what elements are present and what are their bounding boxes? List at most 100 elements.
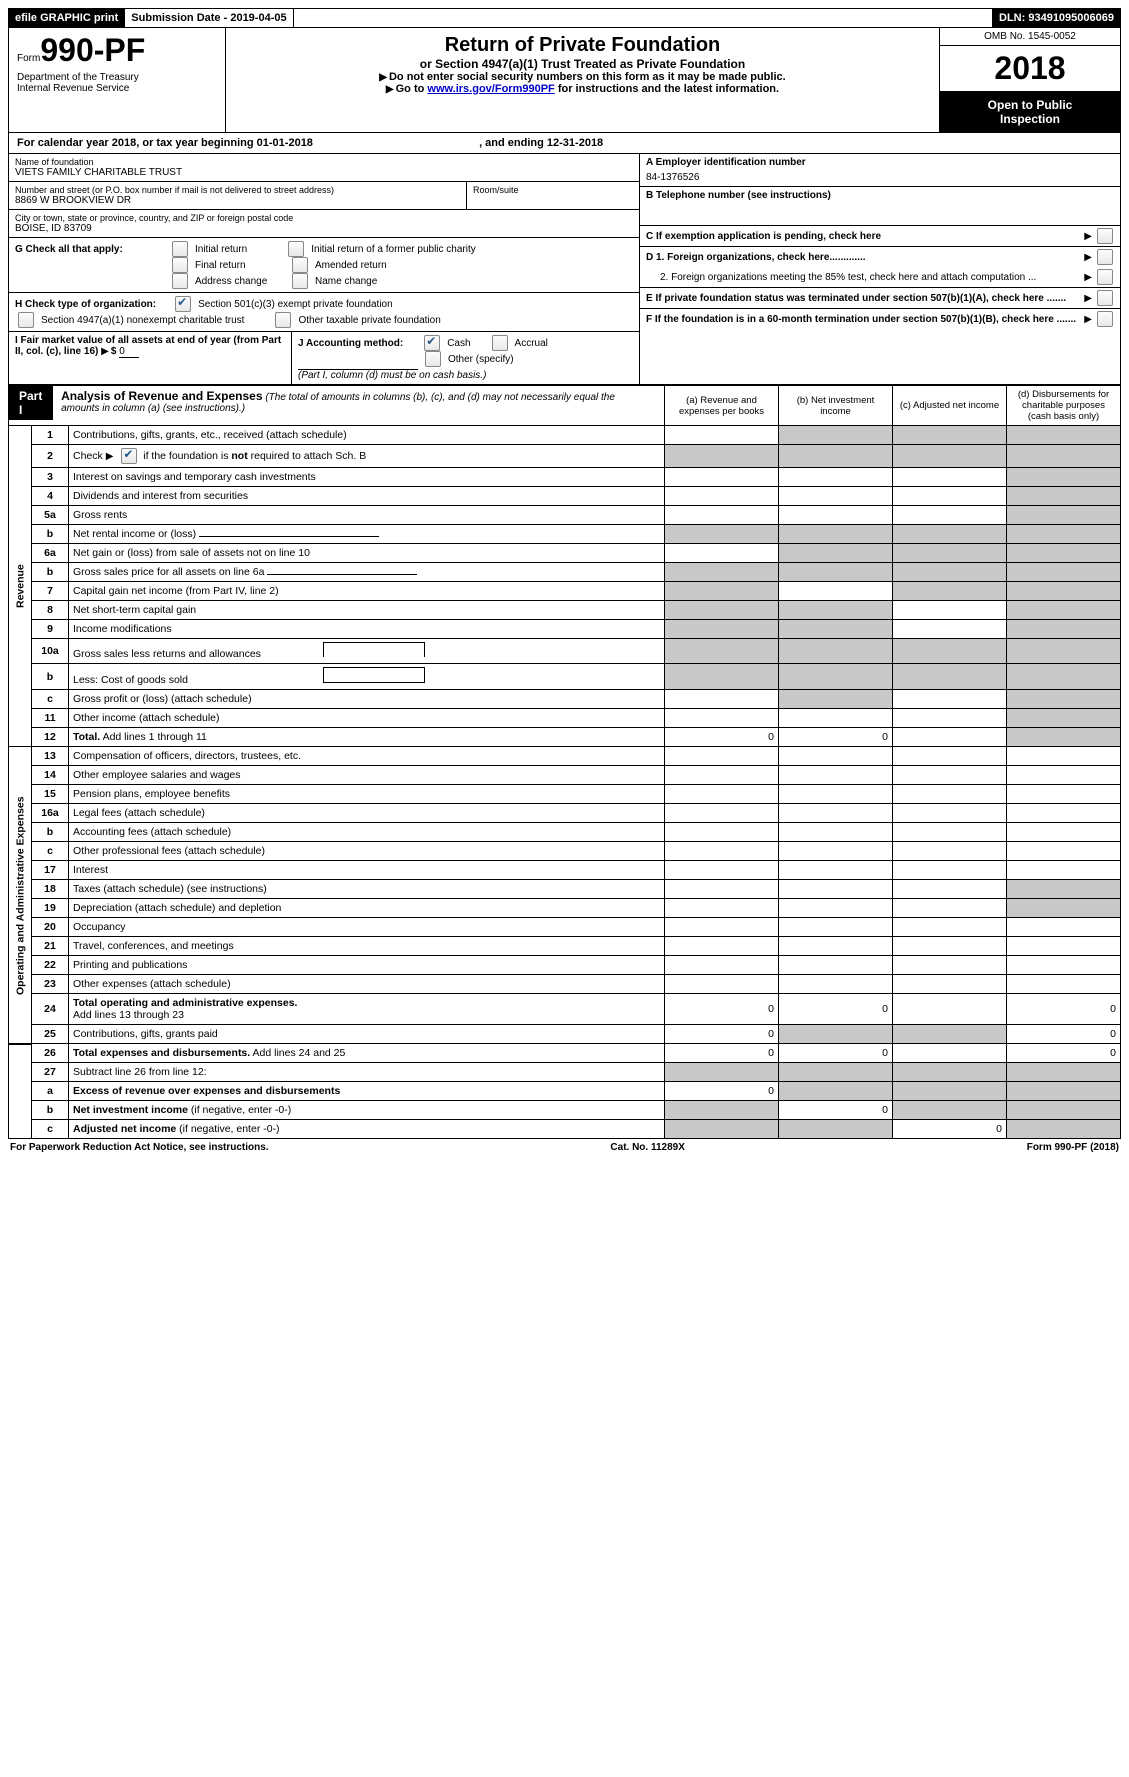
l25-desc: Contributions, gifts, grants paid (69, 1025, 665, 1044)
checkbox-e[interactable] (1097, 290, 1113, 306)
checkbox-initial-former[interactable] (288, 241, 304, 257)
box-a-label: A Employer identification number (646, 157, 806, 168)
street-value: 8869 W BROOKVIEW DR (15, 195, 460, 206)
g-opt-4: Address change (195, 276, 285, 287)
l10a-txt: Gross sales less returns and allowances (73, 648, 323, 660)
line-27b: bNet investment income (if negative, ent… (9, 1101, 1121, 1120)
g-opt-1: Initial return of a former public charit… (311, 244, 476, 255)
l27b-b: 0 (779, 1101, 893, 1120)
expenses-label: Operating and Administrative Expenses (9, 747, 32, 1044)
form-number: 990-PF (40, 32, 145, 68)
ein-value: 84-1376526 (646, 168, 1114, 183)
open-line1: Open to Public (988, 98, 1073, 112)
l7-desc: Capital gain net income (from Part IV, l… (69, 582, 665, 601)
checkbox-other-taxable[interactable] (275, 312, 291, 328)
part1-table: Part I Analysis of Revenue and Expenses … (8, 385, 1121, 1139)
h-label: H Check type of organization: (15, 299, 156, 310)
l27-desc: Subtract line 26 from line 12: (69, 1063, 665, 1082)
part-title: Analysis of Revenue and Expenses (The to… (53, 386, 664, 420)
line-22: 22Printing and publications (9, 956, 1121, 975)
g-opt-2: Final return (195, 260, 285, 271)
col-d-header: (d) Disbursements for charitable purpose… (1007, 386, 1121, 426)
l16a-desc: Legal fees (attach schedule) (69, 804, 665, 823)
l10a-desc: Gross sales less returns and allowances (69, 639, 665, 664)
street-cell: Number and street (or P.O. box number if… (9, 182, 467, 209)
line-16b: bAccounting fees (attach schedule) (9, 823, 1121, 842)
l24-rest: Add lines 13 through 23 (73, 1009, 184, 1021)
j-cell: J Accounting method: Cash Accrual Other … (292, 332, 639, 384)
checkbox-c[interactable] (1097, 228, 1113, 244)
revenue-label: Revenue (9, 426, 32, 747)
checkbox-501c3[interactable] (175, 296, 191, 312)
instructions-link[interactable]: www.irs.gov/Form990PF (427, 83, 554, 95)
h-opt-2: Section 4947(a)(1) nonexempt charitable … (41, 315, 244, 326)
j-note: (Part I, column (d) must be on cash basi… (298, 370, 486, 381)
box-e-label: E If private foundation status was termi… (646, 293, 1066, 304)
l6b-field[interactable] (267, 574, 417, 575)
line-6b: bGross sales price for all assets on lin… (9, 563, 1121, 582)
box-f: F If the foundation is in a 60-month ter… (640, 309, 1120, 329)
l25-d: 0 (1007, 1025, 1121, 1044)
calyear-end: 12-31-2018 (547, 137, 603, 149)
l5b-field[interactable] (199, 536, 379, 537)
l3-desc: Interest on savings and temporary cash i… (69, 468, 665, 487)
header-mid: Return of Private Foundation or Section … (226, 28, 940, 132)
g-opt-3: Amended return (315, 260, 387, 271)
calyear-mid: , and ending (479, 137, 547, 149)
checkbox-f[interactable] (1097, 311, 1113, 327)
line-15: 15Pension plans, employee benefits (9, 785, 1121, 804)
g-opt-5: Name change (315, 276, 377, 287)
line-16c: cOther professional fees (attach schedul… (9, 842, 1121, 861)
checkbox-amended-return[interactable] (292, 257, 308, 273)
checkbox-address-change[interactable] (172, 273, 188, 289)
l12-bold: Total. (73, 731, 100, 743)
checkbox-cash[interactable] (424, 335, 440, 351)
l1-desc: Contributions, gifts, grants, etc., rece… (69, 426, 665, 445)
l27b-bold: Net investment income (73, 1104, 188, 1116)
l10a-field[interactable] (323, 642, 425, 657)
name-label: Name of foundation (15, 157, 633, 167)
checkbox-schb[interactable] (121, 448, 137, 464)
part-tag: Part I (9, 386, 53, 420)
l2b: if the foundation is (143, 450, 231, 462)
checkbox-d2[interactable] (1097, 269, 1113, 285)
checkbox-other-method[interactable] (425, 351, 441, 367)
line-27: 27Subtract line 26 from line 12: (9, 1063, 1121, 1082)
calendar-year-row: For calendar year 2018, or tax year begi… (8, 133, 1121, 154)
checkbox-name-change[interactable] (292, 273, 308, 289)
checkbox-final-return[interactable] (172, 257, 188, 273)
g-label: G Check all that apply: (15, 244, 165, 255)
foundation-name-cell: Name of foundation VIETS FAMILY CHARITAB… (9, 154, 639, 182)
dept-line2: Internal Revenue Service (17, 83, 217, 94)
checkbox-d1[interactable] (1097, 249, 1113, 265)
line-21: 21Travel, conferences, and meetings (9, 937, 1121, 956)
arrow-icon (1084, 231, 1094, 242)
checkbox-4947a1[interactable] (18, 312, 34, 328)
checkbox-initial-return[interactable] (172, 241, 188, 257)
box-e: E If private foundation status was termi… (640, 288, 1120, 309)
l10b-field[interactable] (323, 667, 425, 683)
l5b-desc: Net rental income or (loss) (69, 525, 665, 544)
h-opt-1: Section 501(c)(3) exempt private foundat… (198, 299, 393, 310)
footer-right: Form 990-PF (2018) (1027, 1142, 1119, 1153)
box-d: D 1. Foreign organizations, check here..… (640, 247, 1120, 288)
l2-desc: Check if the foundation is not required … (69, 445, 665, 468)
goto-pre: Go to (396, 83, 428, 95)
l27a-desc: Excess of revenue over expenses and disb… (73, 1085, 340, 1097)
line-13: Operating and Administrative Expenses 13… (9, 747, 1121, 766)
header-left: Form990-PF Department of the Treasury In… (9, 28, 226, 132)
line-27a: aExcess of revenue over expenses and dis… (9, 1082, 1121, 1101)
dept-line1: Department of the Treasury (17, 72, 217, 83)
i-value: 0 (119, 346, 139, 358)
l2c: not (231, 450, 247, 462)
form-header: Form990-PF Department of the Treasury In… (8, 28, 1121, 133)
l27c-bold: Adjusted net income (73, 1123, 176, 1135)
row-g: G Check all that apply: Initial return I… (9, 238, 639, 293)
checkbox-accrual[interactable] (492, 335, 508, 351)
line-10b: bLess: Cost of goods sold (9, 664, 1121, 690)
foundation-name: VIETS FAMILY CHARITABLE TRUST (15, 167, 633, 178)
i-cell: I Fair market value of all assets at end… (9, 332, 292, 384)
i-label: I Fair market value of all assets at end… (15, 335, 281, 357)
box-d1-label: D 1. Foreign organizations, check here..… (646, 252, 866, 263)
line-23: 23Other expenses (attach schedule) (9, 975, 1121, 994)
